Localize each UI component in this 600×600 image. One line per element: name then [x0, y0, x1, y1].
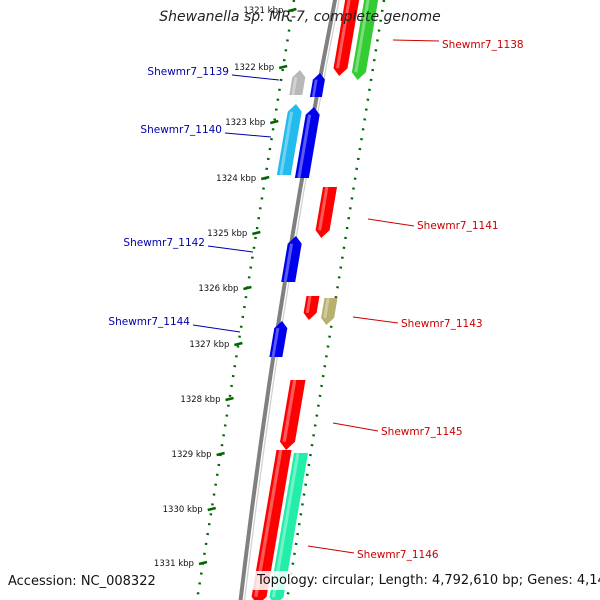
scale-tick-label: 1329 kbp: [172, 450, 212, 460]
scale-tick-mark: [288, 7, 297, 13]
gene-label-shewmr7_1144: Shewmr7_1144: [108, 316, 190, 328]
gene-label-shewmr7_1146: Shewmr7_1146: [357, 549, 439, 561]
scale-dotted-line-inner: [195, 0, 296, 600]
scale-tick-label: 1324 kbp: [216, 174, 256, 184]
gene-feature-shading: [335, 0, 351, 69]
gene-feature-shewmr7_1140: [276, 104, 302, 175]
scale-tick-label: 1330 kbp: [163, 505, 203, 515]
gene-feature-shading: [283, 243, 294, 283]
gene-label-leader: [207, 245, 254, 253]
gene-label-shewmr7_1141: Shewmr7_1141: [417, 220, 499, 232]
gene-feature-shewmr7_1145: [280, 380, 306, 450]
gene-label-shewmr7_1145: Shewmr7_1145: [381, 426, 463, 438]
gene-feature-shading: [279, 111, 294, 176]
gene-label-shewmr7_1139: Shewmr7_1139: [147, 66, 229, 78]
gene-feature-shewmr7_1146: [269, 453, 308, 600]
gene-feature-shading: [305, 295, 312, 314]
gene-label-leader: [332, 422, 379, 432]
scale-tick-mark: [278, 64, 288, 70]
gene-feature-shewmr7_1139: [309, 73, 325, 97]
scale-tick-label: 1322 kbp: [234, 63, 274, 73]
scale-tick-mark: [198, 560, 208, 566]
gene-label-shewmr7_1142: Shewmr7_1142: [123, 237, 205, 249]
gene-feature-shewmr7_1144: [269, 321, 288, 357]
gene-label-leader: [224, 132, 272, 138]
scale-tick-mark: [269, 119, 279, 125]
gene-feature-shewmr7_1138: [351, 0, 379, 80]
gene-label-shewmr7_1138: Shewmr7_1138: [442, 39, 524, 51]
gene-feature-shewmr7_1141: [315, 187, 337, 238]
gene-feature-shading: [291, 76, 298, 96]
scale-tick-label: 1328 kbp: [180, 395, 220, 405]
gene-feature-shewmr7_1143: [321, 298, 338, 325]
gene-feature-shading: [354, 0, 370, 73]
scale-tick-mark: [207, 506, 217, 512]
gene-feature-shewmr7_1143: [303, 296, 320, 320]
scale-tick-mark: [252, 230, 261, 236]
gene-feature-shading: [271, 327, 280, 358]
scale-tick-mark: [243, 285, 252, 291]
gene-feature-shading: [318, 186, 329, 231]
gene-label-shewmr7_1140: Shewmr7_1140: [140, 124, 222, 136]
scale-tick-mark: [225, 396, 234, 402]
gene-label-leader: [367, 218, 415, 227]
scale-tick-mark: [234, 341, 243, 347]
scale-tick-mark: [216, 451, 225, 457]
gene-feature-shading: [297, 114, 312, 179]
scale-dotted-line-outer: [285, 0, 386, 600]
scale-tick-label: 1321 kbp: [243, 6, 283, 16]
gene-label-leader: [231, 74, 280, 81]
gene-feature-shading: [323, 297, 330, 319]
gene-feature-shewmr7_1142: [281, 236, 302, 282]
scale-tick-label: 1325 kbp: [207, 229, 247, 239]
gene-label-leader: [192, 324, 241, 333]
gene-label-leader: [307, 545, 355, 554]
scale-tick-label: 1323 kbp: [225, 118, 265, 128]
scale-tick-label: 1331 kbp: [154, 559, 194, 569]
accession-label: Accession: NC_008322: [8, 574, 156, 589]
gene-label-leader: [352, 316, 399, 324]
scale-tick-mark: [260, 175, 270, 181]
map-title: Shewanella sp. MR-7, complete genome: [159, 9, 441, 25]
gene-feature-shading: [282, 379, 297, 443]
gene-feature-shewmr7_1138: [333, 0, 360, 76]
gene-feature-shewmr7_1146: [251, 450, 292, 600]
gene-label-shewmr7_1143: Shewmr7_1143: [401, 318, 483, 330]
gene-feature-shewmr7_1140: [294, 107, 320, 178]
scale-tick-label: 1327 kbp: [189, 340, 229, 350]
scale-tick-label: 1326 kbp: [198, 284, 238, 294]
gene-feature-shewmr7_1139: [289, 70, 306, 95]
topology-label: Topology: circular; Length: 4,792,610 bp…: [253, 571, 600, 590]
gene-label-leader: [392, 39, 440, 42]
gene-feature-shading: [311, 79, 318, 98]
